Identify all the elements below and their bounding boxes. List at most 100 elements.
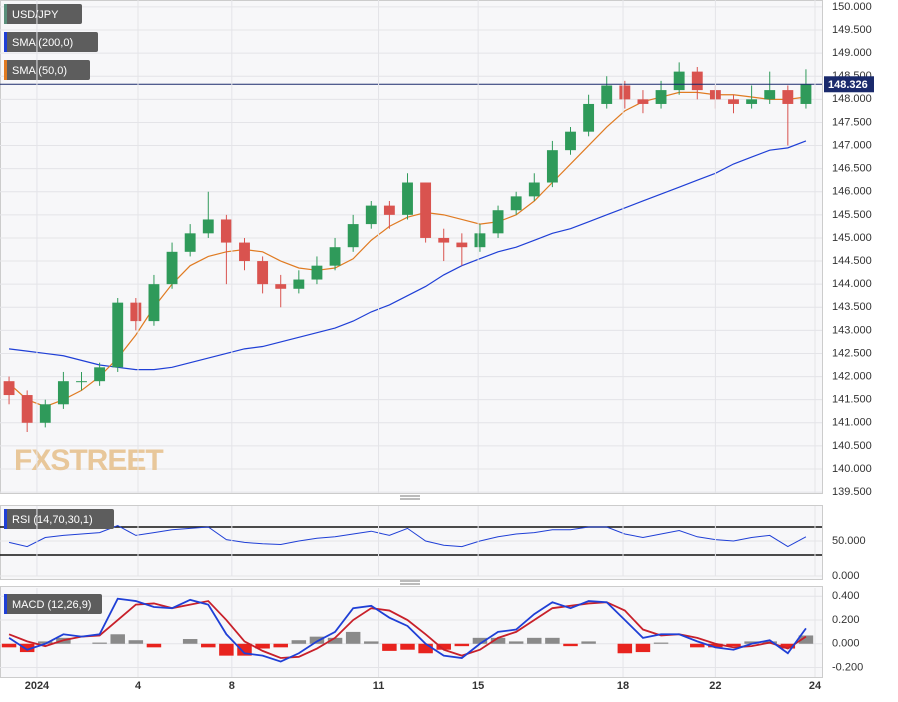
histogram-bar <box>255 643 270 649</box>
candle-body <box>239 242 250 262</box>
y-tick-label: 0.400 <box>832 590 860 602</box>
candle-body <box>420 182 432 238</box>
y-tick-label: 143.000 <box>832 324 872 336</box>
y-tick-label: -0.200 <box>832 661 863 673</box>
legend-label: RSI (14,70,30,1) <box>12 514 93 526</box>
last-price-box <box>824 76 874 93</box>
y-tick-label: 142.000 <box>832 370 872 382</box>
y-tick-label: 146.000 <box>832 186 872 198</box>
legend-box <box>4 594 102 614</box>
histogram-bar <box>508 641 524 644</box>
histogram-bar <box>364 641 379 644</box>
candle-body <box>691 71 703 91</box>
histogram-bar <box>527 637 542 644</box>
candle-body <box>130 302 142 322</box>
legend-swatch <box>4 32 7 52</box>
histogram-bar <box>490 637 506 644</box>
candle-body <box>782 90 794 104</box>
histogram-bar <box>92 642 107 644</box>
candle-body <box>601 85 613 104</box>
legend-swatch <box>4 509 7 529</box>
x-tick-label: 8 <box>229 680 235 692</box>
y-tick-label: 150.000 <box>832 1 872 13</box>
last-price-label: 148.326 <box>828 79 868 91</box>
candle-body <box>800 84 812 104</box>
legend-box <box>4 32 98 52</box>
legend-swatch <box>4 60 7 80</box>
legend-swatch <box>4 594 7 614</box>
candle-body <box>21 395 33 423</box>
candle-body <box>112 302 124 368</box>
histogram-bar <box>1 643 17 648</box>
legend-box <box>4 509 114 529</box>
drag-handle[interactable] <box>400 495 420 500</box>
histogram-bar <box>273 643 288 648</box>
legend-box <box>4 4 82 24</box>
candle-body <box>746 99 758 104</box>
histogram-bar <box>472 637 488 644</box>
histogram-bar <box>653 642 669 644</box>
histogram-bar <box>744 641 759 644</box>
histogram-bar <box>436 643 451 650</box>
sma-line <box>8 140 807 371</box>
candle-body <box>347 224 359 248</box>
histogram-bar <box>798 635 814 644</box>
rsi-panel <box>0 505 823 580</box>
histogram-bar <box>617 643 633 654</box>
x-tick-label: 15 <box>472 680 484 692</box>
histogram-bar <box>726 643 741 647</box>
y-tick-label: 140.500 <box>832 440 872 452</box>
candle-body <box>438 237 450 243</box>
histogram-bar <box>454 643 470 647</box>
candle-body <box>57 381 69 405</box>
histogram-bar <box>345 631 361 644</box>
y-tick-label: 146.500 <box>832 163 872 175</box>
histogram-bar <box>690 643 705 648</box>
candle-body <box>655 90 667 104</box>
candle-body <box>474 233 486 248</box>
macd-panel <box>0 586 823 678</box>
watermark: FXSTREET <box>14 444 163 477</box>
candle-body <box>202 219 214 234</box>
y-tick-label: 0.000 <box>832 570 860 582</box>
x-tick-label: 2024 <box>25 680 50 692</box>
legend-box <box>4 60 90 80</box>
candle-body <box>637 99 649 104</box>
y-tick-label: 147.500 <box>832 116 872 128</box>
histogram-bar <box>708 643 723 648</box>
candle-body <box>76 381 87 383</box>
y-tick-label: 141.500 <box>832 394 872 406</box>
candle-body <box>148 284 160 322</box>
candle-body <box>546 150 558 183</box>
histogram-bar <box>110 634 125 644</box>
price-panel <box>0 0 823 494</box>
y-tick-label: 145.000 <box>832 232 872 244</box>
histogram-bar <box>309 636 325 644</box>
histogram-bar <box>400 643 415 650</box>
x-tick-label: 22 <box>709 680 721 692</box>
y-tick-label: 145.500 <box>832 209 872 221</box>
histogram-bar <box>581 641 596 644</box>
histogram-bar <box>219 643 234 656</box>
candle-body <box>492 210 504 234</box>
y-tick-label: 149.000 <box>832 47 872 59</box>
candle-body <box>528 182 540 197</box>
candle-body <box>293 279 305 289</box>
histogram-bar <box>563 643 578 647</box>
histogram-bar <box>146 643 162 648</box>
histogram-bar <box>291 640 307 644</box>
histogram-bar <box>780 643 796 649</box>
drag-handle[interactable] <box>400 580 420 585</box>
candle-body <box>311 265 323 280</box>
candle-body <box>275 284 287 289</box>
histogram-bar <box>237 643 252 656</box>
candle-body <box>365 205 377 225</box>
x-tick-label: 11 <box>373 680 385 692</box>
y-tick-label: 139.500 <box>832 486 872 498</box>
candle-body <box>456 242 468 248</box>
x-tick-label: 18 <box>617 680 629 692</box>
candle-body <box>257 261 269 285</box>
x-tick-label: 4 <box>135 680 142 692</box>
candle-body <box>3 381 15 396</box>
